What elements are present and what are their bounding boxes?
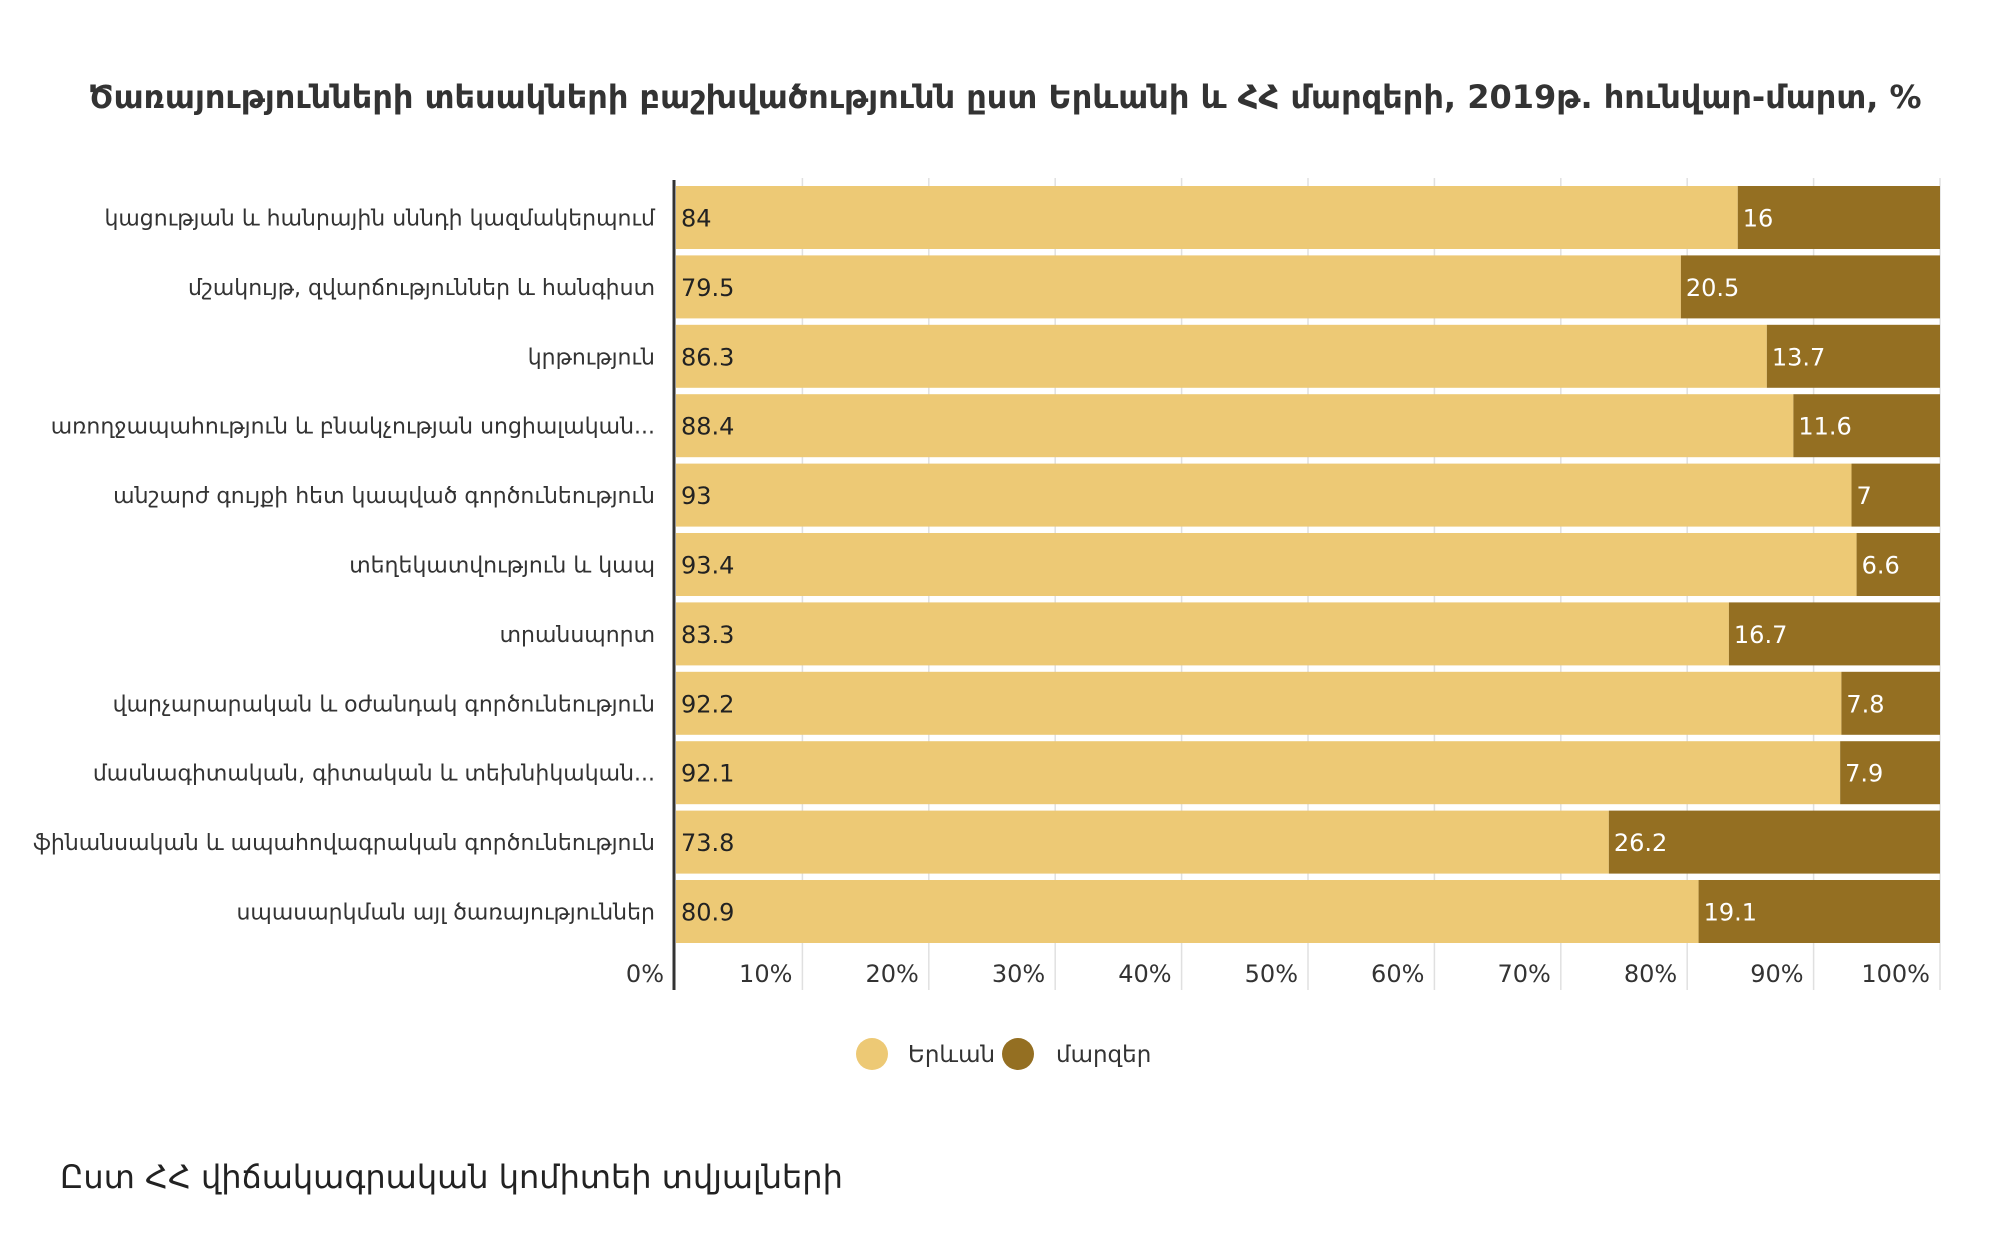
- category-label: սպասարկման այլ ծառայություններ: [236, 901, 655, 926]
- x-tick-label: 30%: [992, 960, 1045, 988]
- category-label: վարչարարական և օժանդակ գործունեություն: [113, 692, 655, 717]
- data-label: 16.7: [1734, 621, 1787, 649]
- bar-segment-yerevan: [676, 810, 1609, 874]
- data-label: 83.3: [681, 621, 734, 649]
- x-tick-label: 10%: [739, 960, 792, 988]
- x-axis-ticks: 0% 10% 20% 30% 40% 50% 60% 70% 80% 90% 100%: [626, 960, 1930, 988]
- data-label: 13.7: [1772, 343, 1825, 371]
- x-tick-label: 60%: [1371, 960, 1424, 988]
- legend-marker: [856, 1038, 888, 1070]
- bar-segment-regions: [1608, 810, 1940, 874]
- bar-segment-yerevan: [676, 394, 1794, 458]
- value-labels: 84 16 79.5 20.5 86.3 13.7 88.4 11.6 93 7 93.4 6.6 83…: [681, 205, 1900, 927]
- data-label: 7: [1857, 482, 1872, 510]
- data-label: 6.6: [1862, 552, 1900, 580]
- bar-segment-yerevan: [676, 324, 1767, 388]
- category-labels: կացության և հանրային սննդի կազմակերպում մ…: [33, 207, 656, 926]
- x-tick-label: 50%: [1245, 960, 1298, 988]
- x-tick-label: 80%: [1624, 960, 1677, 988]
- bar-segment-yerevan: [676, 463, 1852, 527]
- bar-segment-yerevan: [676, 533, 1857, 596]
- bar-segment-regions: [1841, 671, 1940, 735]
- bar-segment-yerevan: [676, 671, 1842, 735]
- data-label: 16: [1743, 205, 1774, 233]
- bar-segment-regions: [1680, 255, 1940, 319]
- chart-title: Ծառայությունների տեսակների բաշխվածությու…: [88, 78, 1921, 116]
- x-tick-label: 0%: [626, 960, 664, 988]
- x-tick-label: 100%: [1861, 960, 1930, 988]
- x-tick-label: 70%: [1497, 960, 1550, 988]
- bar-segment-yerevan: [676, 602, 1729, 666]
- data-label: 7.9: [1845, 760, 1883, 788]
- bar-segment-yerevan: [676, 255, 1681, 319]
- bar-segment-regions: [1698, 880, 1940, 943]
- data-label: 19.1: [1704, 899, 1757, 927]
- bar-segment-regions: [1851, 463, 1940, 527]
- category-label: անշարժ գույքի հետ կապված գործունեություն: [113, 484, 655, 509]
- category-label: առողջապահություն և բնակչության սոցիալակա…: [51, 415, 655, 440]
- x-tick-label: 90%: [1750, 960, 1803, 988]
- legend-label: Երևան: [908, 1042, 995, 1068]
- legend: Երևան մարզեր: [856, 1038, 1151, 1070]
- bar-segment-regions: [1856, 533, 1940, 596]
- bar-segment-regions: [1728, 602, 1940, 666]
- data-label: 88.4: [681, 413, 734, 441]
- data-label: 73.8: [681, 829, 734, 857]
- category-label: տրանսպորտ: [500, 623, 655, 648]
- category-label: կրթություն: [528, 345, 655, 370]
- legend-label: մարզեր: [1056, 1042, 1151, 1068]
- data-label: 92.2: [681, 690, 734, 718]
- data-label: 86.3: [681, 343, 734, 371]
- category-label: մասնագիտական, գիտական և տեխնիկական...: [93, 762, 655, 787]
- data-label: 7.8: [1846, 690, 1884, 718]
- data-label: 79.5: [681, 274, 734, 302]
- category-label: ֆինանսական և ապահովագրական գործունեությո…: [33, 831, 655, 856]
- bar-segment-regions: [1793, 394, 1940, 458]
- data-label: 92.1: [681, 760, 734, 788]
- bar-segment-regions: [1737, 186, 1940, 249]
- bars: [676, 186, 1940, 943]
- bar-segment-yerevan: [676, 741, 1841, 805]
- x-tick-label: 20%: [865, 960, 918, 988]
- data-label: 26.2: [1614, 829, 1667, 857]
- data-label: 11.6: [1798, 413, 1851, 441]
- data-label: 84: [681, 205, 712, 233]
- data-label: 93: [681, 482, 712, 510]
- category-label: տեղեկատվություն և կապ: [349, 554, 655, 579]
- legend-marker: [1002, 1038, 1034, 1070]
- category-label: մշակույթ, զվարճություններ և հանգիստ: [188, 276, 655, 301]
- data-label: 93.4: [681, 552, 734, 580]
- data-label: 20.5: [1686, 274, 1739, 302]
- bar-segment-yerevan: [676, 186, 1738, 249]
- x-tick-label: 40%: [1118, 960, 1171, 988]
- bar-segment-regions: [1840, 741, 1940, 805]
- data-label: 80.9: [681, 899, 734, 927]
- bar-segment-regions: [1766, 324, 1940, 388]
- bar-segment-yerevan: [676, 880, 1699, 943]
- source-footnote: Ըստ ՀՀ վիճակագրական կոմիտեի տվյալների: [60, 1158, 843, 1196]
- category-label: կացության և հանրային սննդի կազմակերպում: [104, 207, 656, 232]
